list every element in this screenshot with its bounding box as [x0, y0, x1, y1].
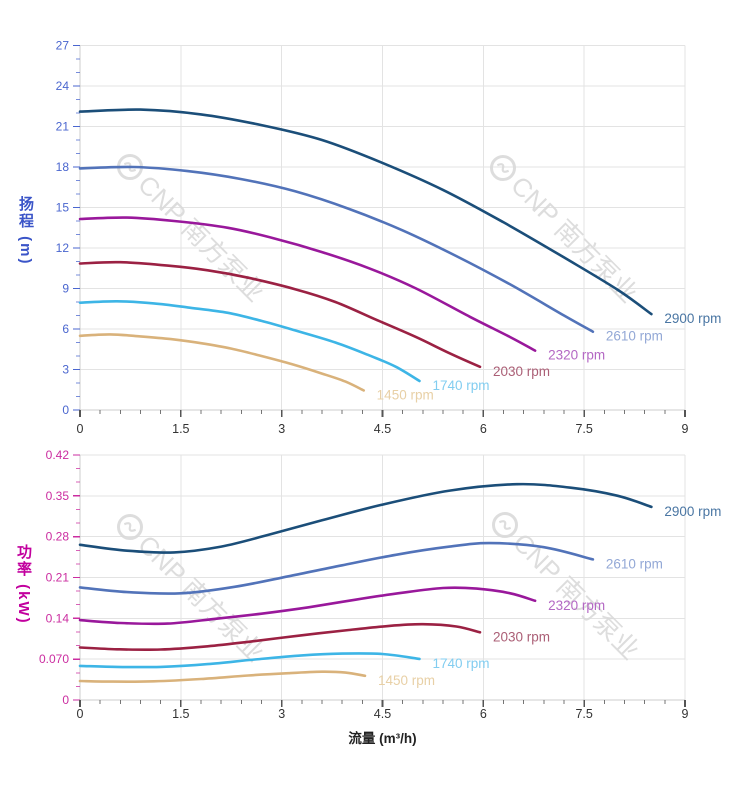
gridlines	[80, 454, 686, 700]
x-tick-label: 4.5	[374, 707, 391, 721]
y-tick-label: 0.35	[46, 489, 70, 503]
series-label-2900-rpm: 2900 rpm	[664, 504, 721, 519]
x-tick-label: 0	[77, 422, 84, 436]
series-label-2320-rpm: 2320 rpm	[548, 598, 605, 613]
cnp-logo-wave-icon	[496, 163, 510, 173]
x-tick-label: 1.5	[172, 422, 189, 436]
y-tick-label: 15	[56, 201, 70, 215]
x-tick-label: 6	[480, 707, 487, 721]
y-tick-label: 0.42	[46, 448, 70, 462]
cnp-logo-icon	[117, 154, 143, 180]
series-label-2320-rpm: 2320 rpm	[548, 348, 605, 363]
head-chart: CNP 南方泵业 CNP 南方泵业 0 3 6 9 12 15 18 21 24 27 0 1.5 3 4.5…	[56, 39, 722, 437]
series-label-1740-rpm: 1740 rpm	[432, 656, 489, 671]
series-curve-1450-rpm	[78, 670, 367, 683]
gridlines	[80, 45, 686, 410]
y-tick-label: 24	[56, 79, 70, 93]
x-tick-label: 9	[682, 422, 689, 436]
x-tick-label: 6	[480, 422, 487, 436]
series-label-2030-rpm: 2030 rpm	[493, 364, 550, 379]
series-curve-2610-rpm	[78, 165, 595, 333]
series-curve-2610-rpm	[78, 541, 595, 595]
series-curve-1740-rpm	[78, 652, 421, 669]
y-ticks	[73, 454, 80, 701]
series-curve-2900-rpm	[78, 108, 653, 316]
x-tick-label: 9	[682, 707, 689, 721]
power-chart: CNP 南方泵业 CNP 南方泵业 0 0.070 0.14 0.21 0.28 0.35 0.…	[39, 448, 721, 721]
x-tick-label: 7.5	[575, 707, 592, 721]
y-tick-label: 0.21	[46, 571, 70, 585]
cnp-logo-wave-icon	[498, 520, 512, 530]
y-tick-label: 21	[56, 120, 70, 134]
x-tick-label: 3	[278, 707, 285, 721]
series-label-2610-rpm: 2610 rpm	[606, 556, 663, 571]
series-label-2030-rpm: 2030 rpm	[493, 629, 550, 644]
series-curve-2900-rpm	[78, 482, 653, 554]
x-tick-label: 4.5	[374, 422, 391, 436]
series-curve-1450-rpm	[78, 333, 365, 392]
x-tick-label: 3	[278, 422, 285, 436]
watermark-text: CNP 南方泵业	[505, 170, 643, 308]
series-curve-2320-rpm	[78, 586, 537, 626]
x-tick-label: 7.5	[575, 422, 592, 436]
cnp-logo-icon	[492, 512, 518, 538]
series-label-1450-rpm: 1450 rpm	[377, 387, 434, 402]
y-tick-label: 12	[56, 241, 70, 255]
y-tick-label: 0.070	[39, 652, 69, 666]
x-tick-label: 1.5	[172, 707, 189, 721]
cnp-logo-icon	[490, 155, 516, 181]
series-label-2900-rpm: 2900 rpm	[664, 311, 721, 326]
y-tick-label: 0.14	[46, 611, 70, 625]
power-axis-title: 功率 (kW)	[15, 544, 32, 625]
head-axis-title: 扬程 (m)	[17, 196, 34, 266]
series-curve-2320-rpm	[78, 216, 537, 352]
flow-axis-title: 流量 (m³/h)	[348, 731, 417, 746]
x-tick-label: 0	[77, 707, 84, 721]
y-ticks	[73, 44, 80, 411]
series-label-1450-rpm: 1450 rpm	[378, 673, 435, 688]
y-tick-label: 3	[62, 363, 69, 377]
series-label-1740-rpm: 1740 rpm	[432, 378, 489, 393]
watermark-text: CNP 南方泵业	[132, 169, 270, 307]
y-tick-label: 9	[62, 282, 69, 296]
x-ticks	[79, 410, 686, 417]
cnp-logo-icon	[117, 514, 143, 540]
cnp-watermark: CNP 南方泵业	[117, 514, 270, 667]
y-tick-label: 18	[56, 160, 70, 174]
y-tick-label: 0.28	[46, 530, 70, 544]
series-curve-1740-rpm	[78, 299, 421, 383]
y-tick-label: 0	[62, 403, 69, 417]
x-ticks	[79, 700, 686, 707]
y-tick-label: 27	[56, 39, 70, 53]
y-tick-label: 0	[62, 693, 69, 707]
series-curve-2030-rpm	[78, 260, 482, 369]
watermark-text: CNP 南方泵业	[507, 527, 645, 665]
y-tick-label: 6	[62, 322, 69, 336]
series-label-2610-rpm: 2610 rpm	[606, 329, 663, 344]
cnp-logo-wave-icon	[123, 522, 137, 532]
series-curve-2030-rpm	[78, 622, 482, 652]
